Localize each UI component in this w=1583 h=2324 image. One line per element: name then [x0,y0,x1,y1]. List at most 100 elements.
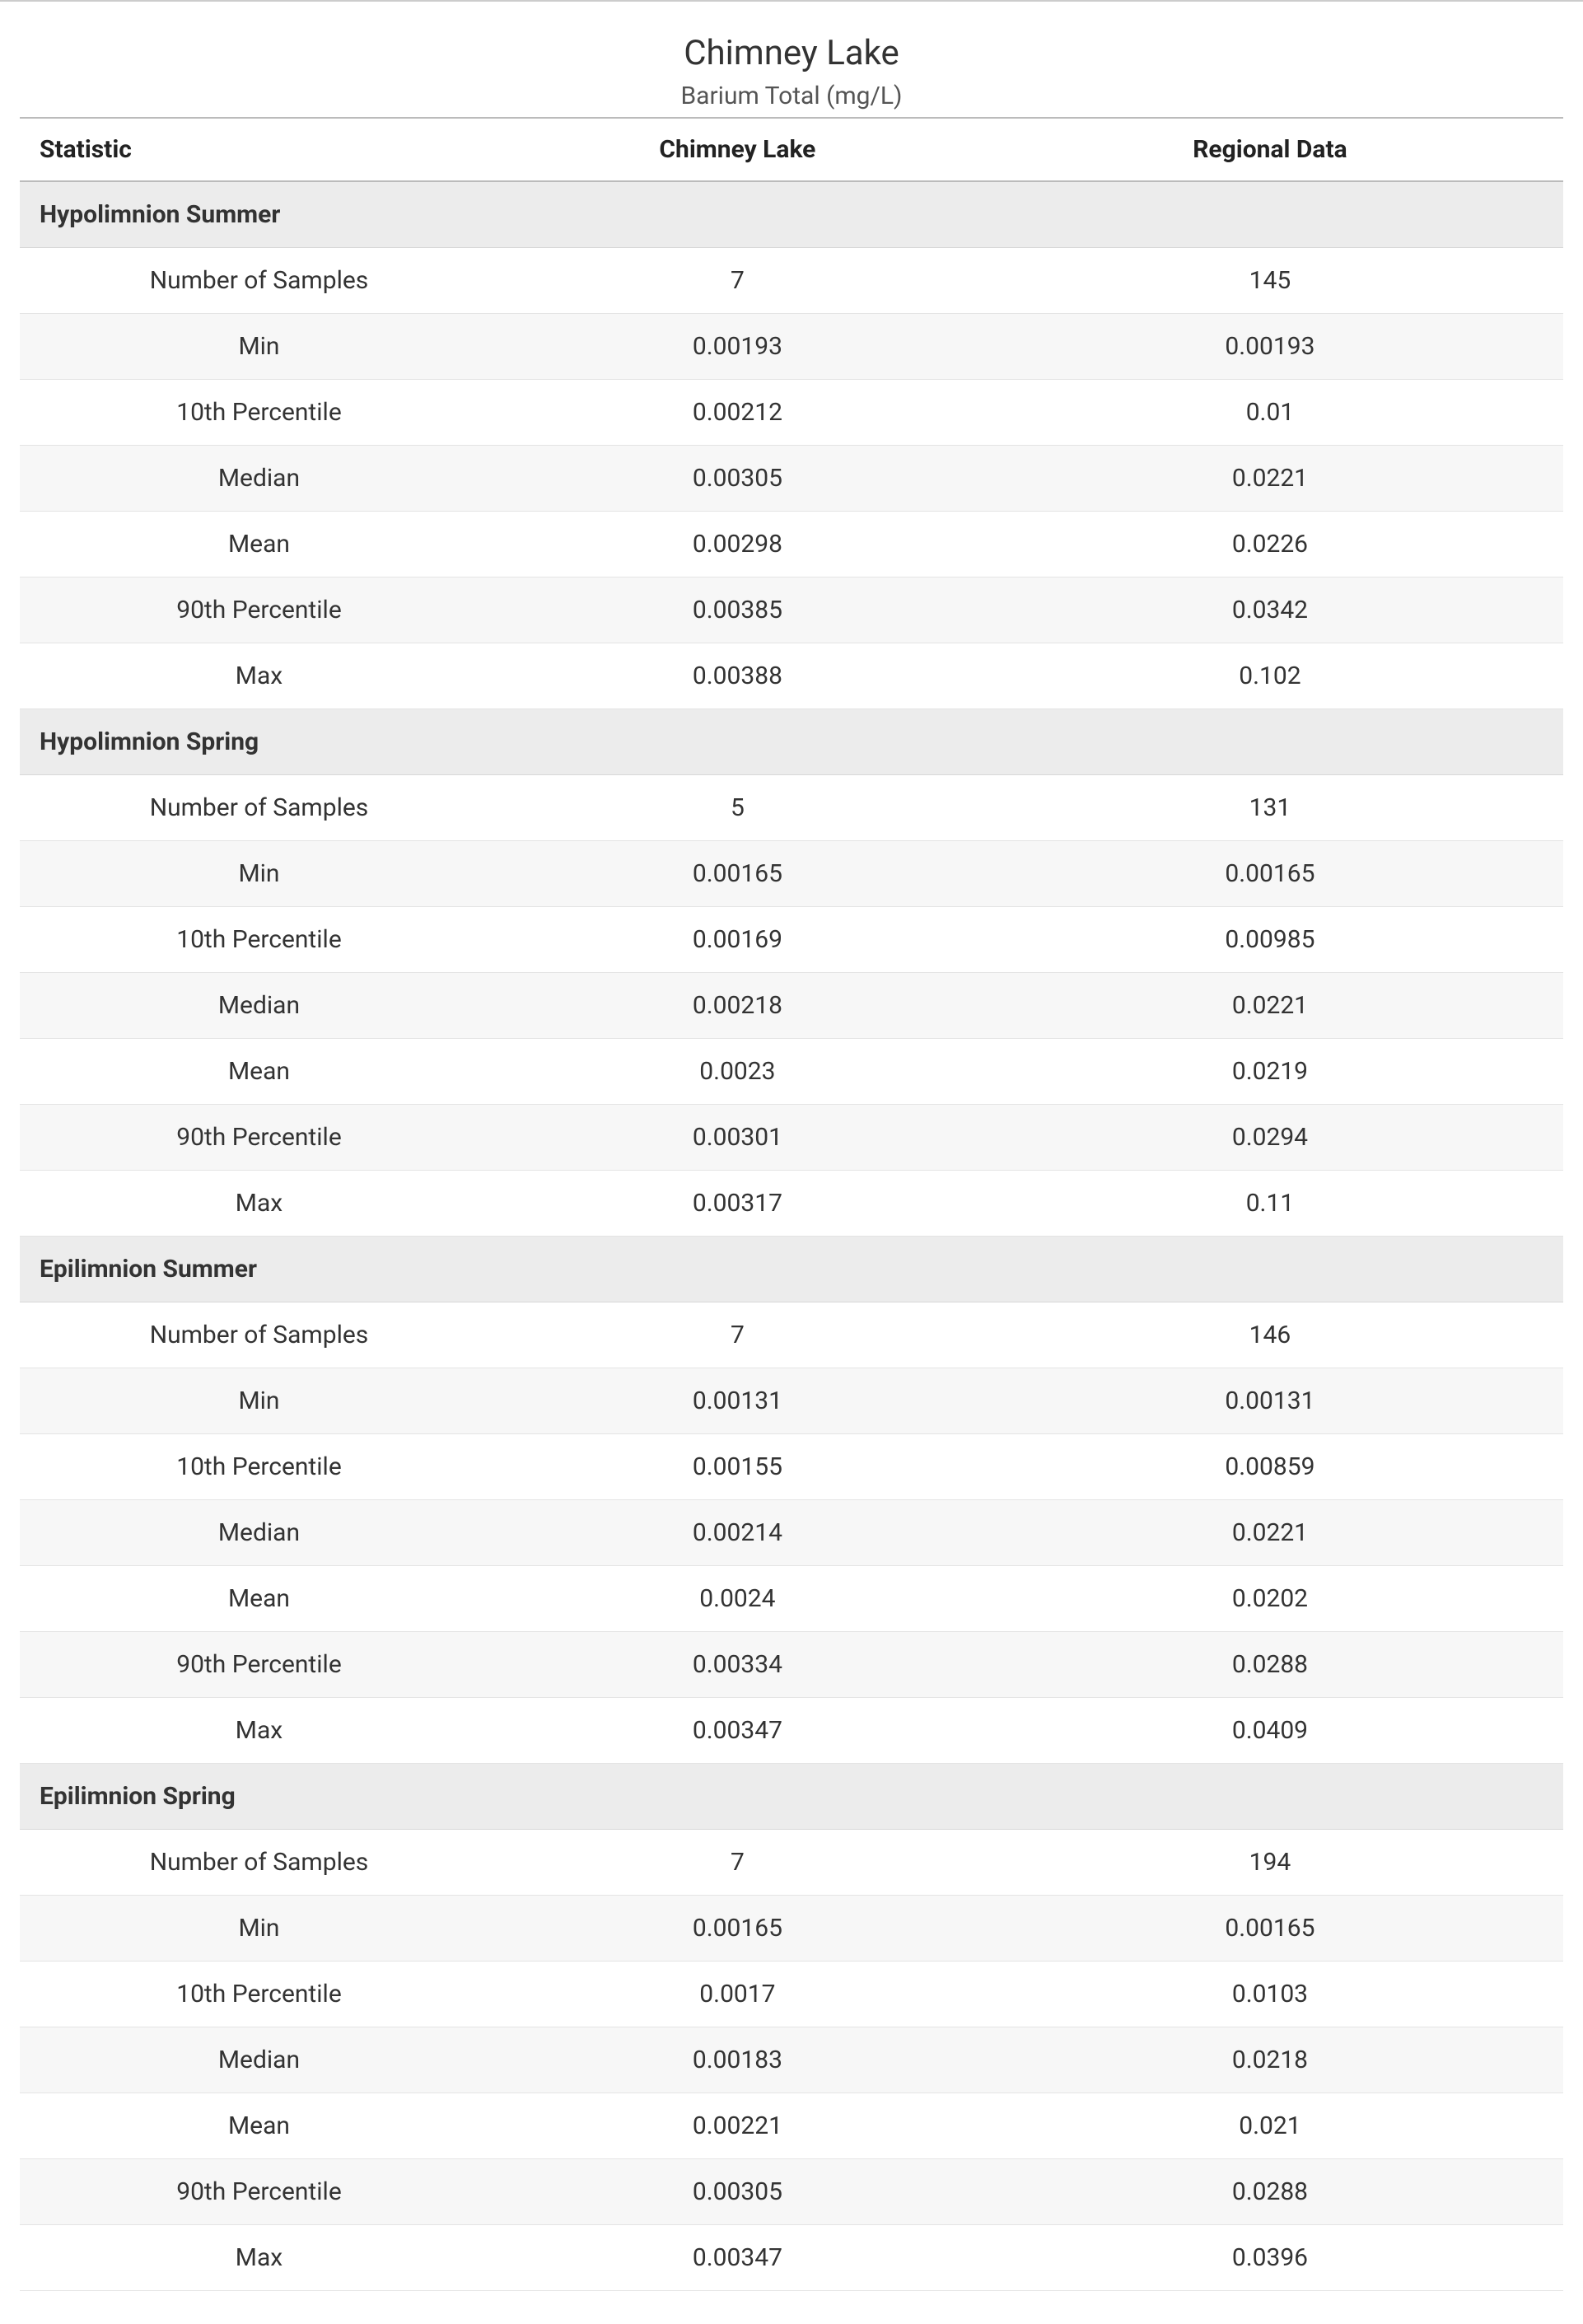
table-body: Hypolimnion SummerNumber of Samples7145M… [20,181,1563,2291]
table-row: Mean0.00230.0219 [20,1039,1563,1105]
regional-value: 0.0218 [977,2027,1563,2093]
stats-table: Statistic Chimney Lake Regional Data Hyp… [20,117,1563,2291]
stat-label: Min [20,1368,498,1434]
stat-label: Number of Samples [20,248,498,314]
section-title: Epilimnion Summer [20,1237,1563,1302]
regional-value: 0.00165 [977,841,1563,907]
table-header-row: Statistic Chimney Lake Regional Data [20,118,1563,181]
stat-label: Min [20,841,498,907]
lake-value: 0.00347 [498,1698,977,1764]
table-row: Min0.001650.00165 [20,841,1563,907]
stat-label: Max [20,1698,498,1764]
lake-value: 0.00218 [498,973,977,1039]
regional-value: 0.0202 [977,1566,1563,1632]
lake-value: 0.00334 [498,1632,977,1698]
stat-label: Min [20,1896,498,1962]
stat-label: 90th Percentile [20,577,498,643]
table-row: Number of Samples7194 [20,1830,1563,1896]
stat-label: Median [20,2027,498,2093]
section-title: Hypolimnion Summer [20,181,1563,248]
regional-value: 0.0294 [977,1105,1563,1171]
table-row: Median0.003050.0221 [20,446,1563,512]
lake-value: 5 [498,775,977,841]
lake-value: 0.00165 [498,841,977,907]
lake-value: 0.00388 [498,643,977,709]
regional-value: 0.00859 [977,1434,1563,1500]
stat-label: Min [20,314,498,380]
stat-label: Number of Samples [20,1830,498,1896]
lake-value: 0.00183 [498,2027,977,2093]
table-row: 10th Percentile0.00170.0103 [20,1962,1563,2027]
lake-value: 0.00165 [498,1896,977,1962]
regional-value: 0.01 [977,380,1563,446]
regional-value: 0.00985 [977,907,1563,973]
table-row: 90th Percentile0.003850.0342 [20,577,1563,643]
section-title: Hypolimnion Spring [20,709,1563,775]
col-header-regional: Regional Data [977,118,1563,181]
table-row: Median0.002140.0221 [20,1500,1563,1566]
table-row: 90th Percentile0.003050.0288 [20,2159,1563,2225]
lake-value: 0.00317 [498,1171,977,1237]
table-row: 90th Percentile0.003340.0288 [20,1632,1563,1698]
table-row: Max0.003880.102 [20,643,1563,709]
table-row: Number of Samples7145 [20,248,1563,314]
stat-label: Median [20,446,498,512]
lake-value: 0.00214 [498,1500,977,1566]
section-header: Hypolimnion Spring [20,709,1563,775]
table-row: 10th Percentile0.001690.00985 [20,907,1563,973]
regional-value: 0.0288 [977,1632,1563,1698]
lake-value: 0.00301 [498,1105,977,1171]
table-row: Number of Samples5131 [20,775,1563,841]
regional-value: 0.0221 [977,1500,1563,1566]
table-row: 10th Percentile0.002120.01 [20,380,1563,446]
table-row: Median0.001830.0218 [20,2027,1563,2093]
regional-value: 0.00165 [977,1896,1563,1962]
stat-label: Mean [20,1039,498,1105]
section-header: Epilimnion Spring [20,1764,1563,1830]
stat-label: Median [20,1500,498,1566]
stat-label: Mean [20,512,498,577]
regional-value: 0.0221 [977,973,1563,1039]
regional-value: 0.0219 [977,1039,1563,1105]
lake-value: 0.00385 [498,577,977,643]
lake-value: 7 [498,1302,977,1368]
regional-value: 0.00193 [977,314,1563,380]
table-row: Max0.003170.11 [20,1171,1563,1237]
table-row: Mean0.00240.0202 [20,1566,1563,1632]
stat-label: Mean [20,2093,498,2159]
lake-value: 7 [498,1830,977,1896]
table-row: Max0.003470.0396 [20,2225,1563,2291]
section-title: Epilimnion Spring [20,1764,1563,1830]
regional-value: 0.0103 [977,1962,1563,2027]
table-row: Number of Samples7146 [20,1302,1563,1368]
lake-value: 0.00221 [498,2093,977,2159]
stat-label: 10th Percentile [20,1434,498,1500]
regional-value: 145 [977,248,1563,314]
regional-value: 0.0342 [977,577,1563,643]
stat-label: 90th Percentile [20,1632,498,1698]
lake-value: 0.00155 [498,1434,977,1500]
section-header: Hypolimnion Summer [20,181,1563,248]
stat-label: Max [20,643,498,709]
stat-label: 10th Percentile [20,1962,498,2027]
stat-label: Max [20,1171,498,1237]
table-row: Min0.001650.00165 [20,1896,1563,1962]
table-row: Mean0.002210.021 [20,2093,1563,2159]
regional-value: 0.102 [977,643,1563,709]
stat-label: 90th Percentile [20,2159,498,2225]
stat-label: Max [20,2225,498,2291]
regional-value: 0.00131 [977,1368,1563,1434]
table-row: Min0.001930.00193 [20,314,1563,380]
title-block: Chimney Lake Barium Total (mg/L) [20,18,1563,117]
lake-value: 0.00305 [498,2159,977,2225]
lake-value: 0.00347 [498,2225,977,2291]
regional-value: 0.0396 [977,2225,1563,2291]
stat-label: 90th Percentile [20,1105,498,1171]
table-row: Mean0.002980.0226 [20,512,1563,577]
regional-value: 0.021 [977,2093,1563,2159]
stat-label: Median [20,973,498,1039]
lake-value: 7 [498,248,977,314]
lake-value: 0.00169 [498,907,977,973]
regional-value: 0.0221 [977,446,1563,512]
col-header-statistic: Statistic [20,118,498,181]
